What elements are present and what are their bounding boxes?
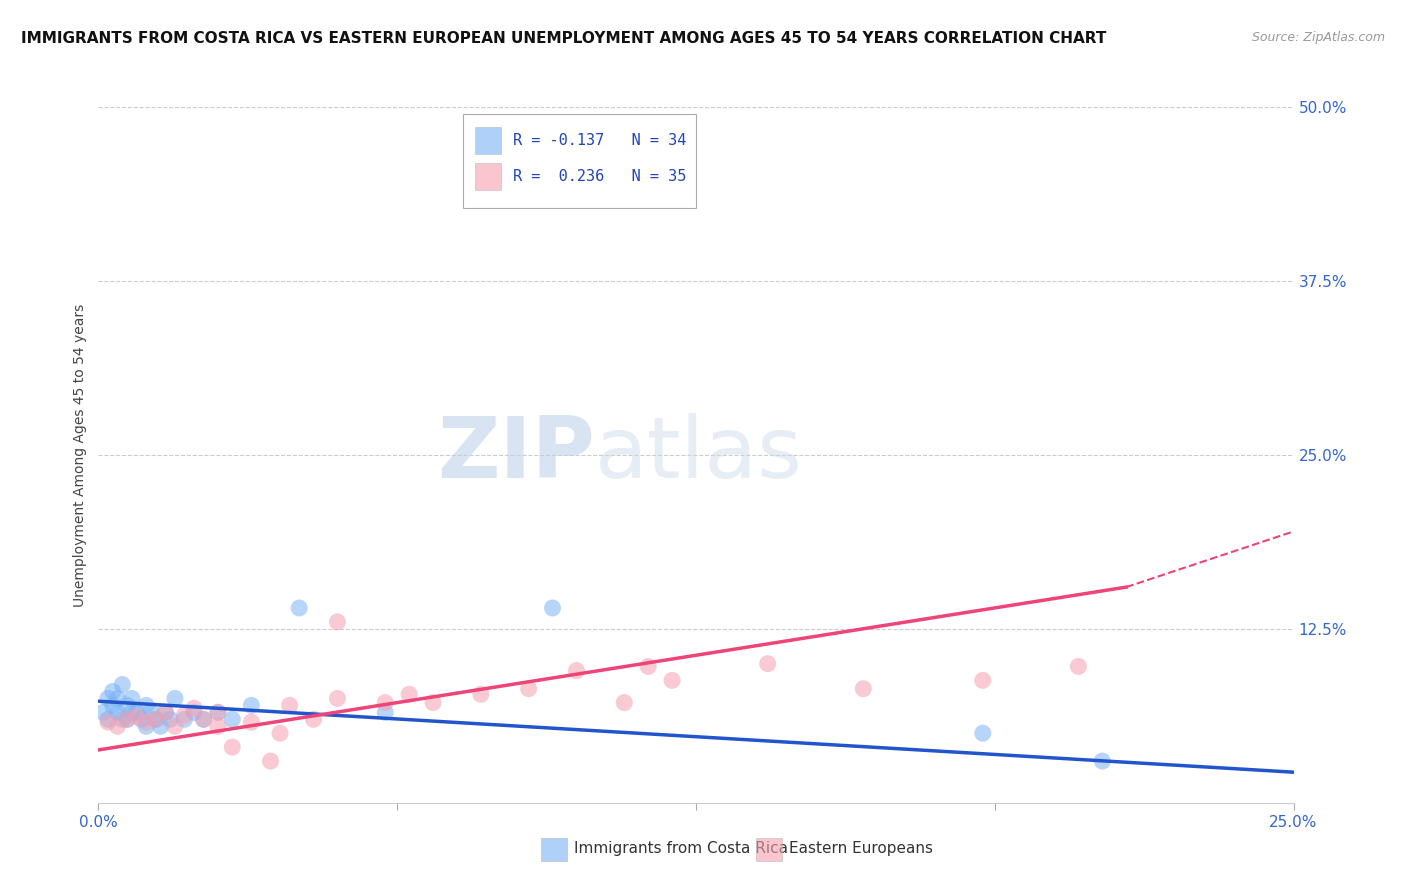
Point bbox=[374, 696, 396, 710]
Point bbox=[125, 709, 148, 723]
Text: R =  0.236   N = 35: R = 0.236 N = 35 bbox=[513, 169, 686, 184]
Point bbox=[97, 691, 120, 706]
Point bbox=[756, 657, 779, 671]
Point bbox=[852, 681, 875, 696]
Point bbox=[1067, 659, 1090, 673]
Point bbox=[1091, 754, 1114, 768]
Point bbox=[155, 706, 177, 720]
Point bbox=[972, 726, 994, 740]
Point bbox=[207, 706, 229, 720]
Point bbox=[159, 712, 181, 726]
Bar bbox=[475, 128, 501, 153]
Point bbox=[278, 698, 301, 713]
Point bbox=[183, 706, 205, 720]
Point bbox=[422, 696, 444, 710]
Point bbox=[207, 706, 229, 720]
Point bbox=[155, 706, 177, 720]
Point bbox=[398, 687, 420, 701]
Point bbox=[91, 706, 114, 720]
Point bbox=[125, 706, 148, 720]
Point bbox=[565, 664, 588, 678]
Point bbox=[541, 601, 564, 615]
Point bbox=[145, 712, 167, 726]
Text: Eastern Europeans: Eastern Europeans bbox=[789, 840, 934, 855]
Bar bbox=[475, 163, 501, 190]
Point bbox=[107, 719, 129, 733]
Point bbox=[661, 673, 683, 688]
Point bbox=[288, 601, 311, 615]
Point bbox=[221, 740, 243, 755]
Point bbox=[517, 681, 540, 696]
Point bbox=[163, 691, 186, 706]
Point bbox=[101, 698, 124, 713]
Point bbox=[972, 673, 994, 688]
Point bbox=[259, 754, 281, 768]
Text: atlas: atlas bbox=[595, 413, 803, 497]
Point bbox=[207, 719, 229, 733]
Point bbox=[101, 684, 124, 698]
Point bbox=[115, 712, 138, 726]
Y-axis label: Unemployment Among Ages 45 to 54 years: Unemployment Among Ages 45 to 54 years bbox=[73, 303, 87, 607]
Point bbox=[470, 687, 492, 701]
Point bbox=[326, 691, 349, 706]
Point bbox=[173, 712, 195, 726]
Point bbox=[145, 712, 167, 726]
Point bbox=[97, 715, 120, 730]
Point bbox=[121, 691, 143, 706]
Point bbox=[302, 712, 325, 726]
Text: Immigrants from Costa Rica: Immigrants from Costa Rica bbox=[574, 840, 789, 855]
Point bbox=[135, 698, 157, 713]
Point bbox=[173, 708, 195, 723]
Point bbox=[163, 719, 186, 733]
Point bbox=[135, 719, 157, 733]
Point bbox=[115, 698, 138, 713]
Point bbox=[637, 659, 659, 673]
Point bbox=[111, 677, 134, 691]
Point bbox=[613, 696, 636, 710]
Point bbox=[269, 726, 291, 740]
Point bbox=[111, 712, 134, 726]
Point bbox=[326, 615, 349, 629]
Bar bbox=[756, 838, 782, 861]
Point bbox=[374, 706, 396, 720]
Point bbox=[149, 719, 172, 733]
Point bbox=[135, 715, 157, 730]
Point bbox=[121, 706, 143, 720]
Point bbox=[97, 712, 120, 726]
Text: R = -0.137   N = 34: R = -0.137 N = 34 bbox=[513, 133, 686, 148]
Text: ZIP: ZIP bbox=[437, 413, 595, 497]
FancyBboxPatch shape bbox=[463, 114, 696, 208]
Point bbox=[107, 691, 129, 706]
Point bbox=[115, 712, 138, 726]
Point bbox=[193, 712, 215, 726]
Point bbox=[139, 706, 162, 720]
Point bbox=[240, 698, 263, 713]
Point bbox=[183, 701, 205, 715]
Point bbox=[107, 706, 129, 720]
Text: Source: ZipAtlas.com: Source: ZipAtlas.com bbox=[1251, 31, 1385, 45]
Point bbox=[221, 712, 243, 726]
Point bbox=[193, 712, 215, 726]
Bar bbox=[541, 838, 567, 861]
Text: IMMIGRANTS FROM COSTA RICA VS EASTERN EUROPEAN UNEMPLOYMENT AMONG AGES 45 TO 54 : IMMIGRANTS FROM COSTA RICA VS EASTERN EU… bbox=[21, 31, 1107, 46]
Point bbox=[240, 715, 263, 730]
Point bbox=[131, 712, 153, 726]
